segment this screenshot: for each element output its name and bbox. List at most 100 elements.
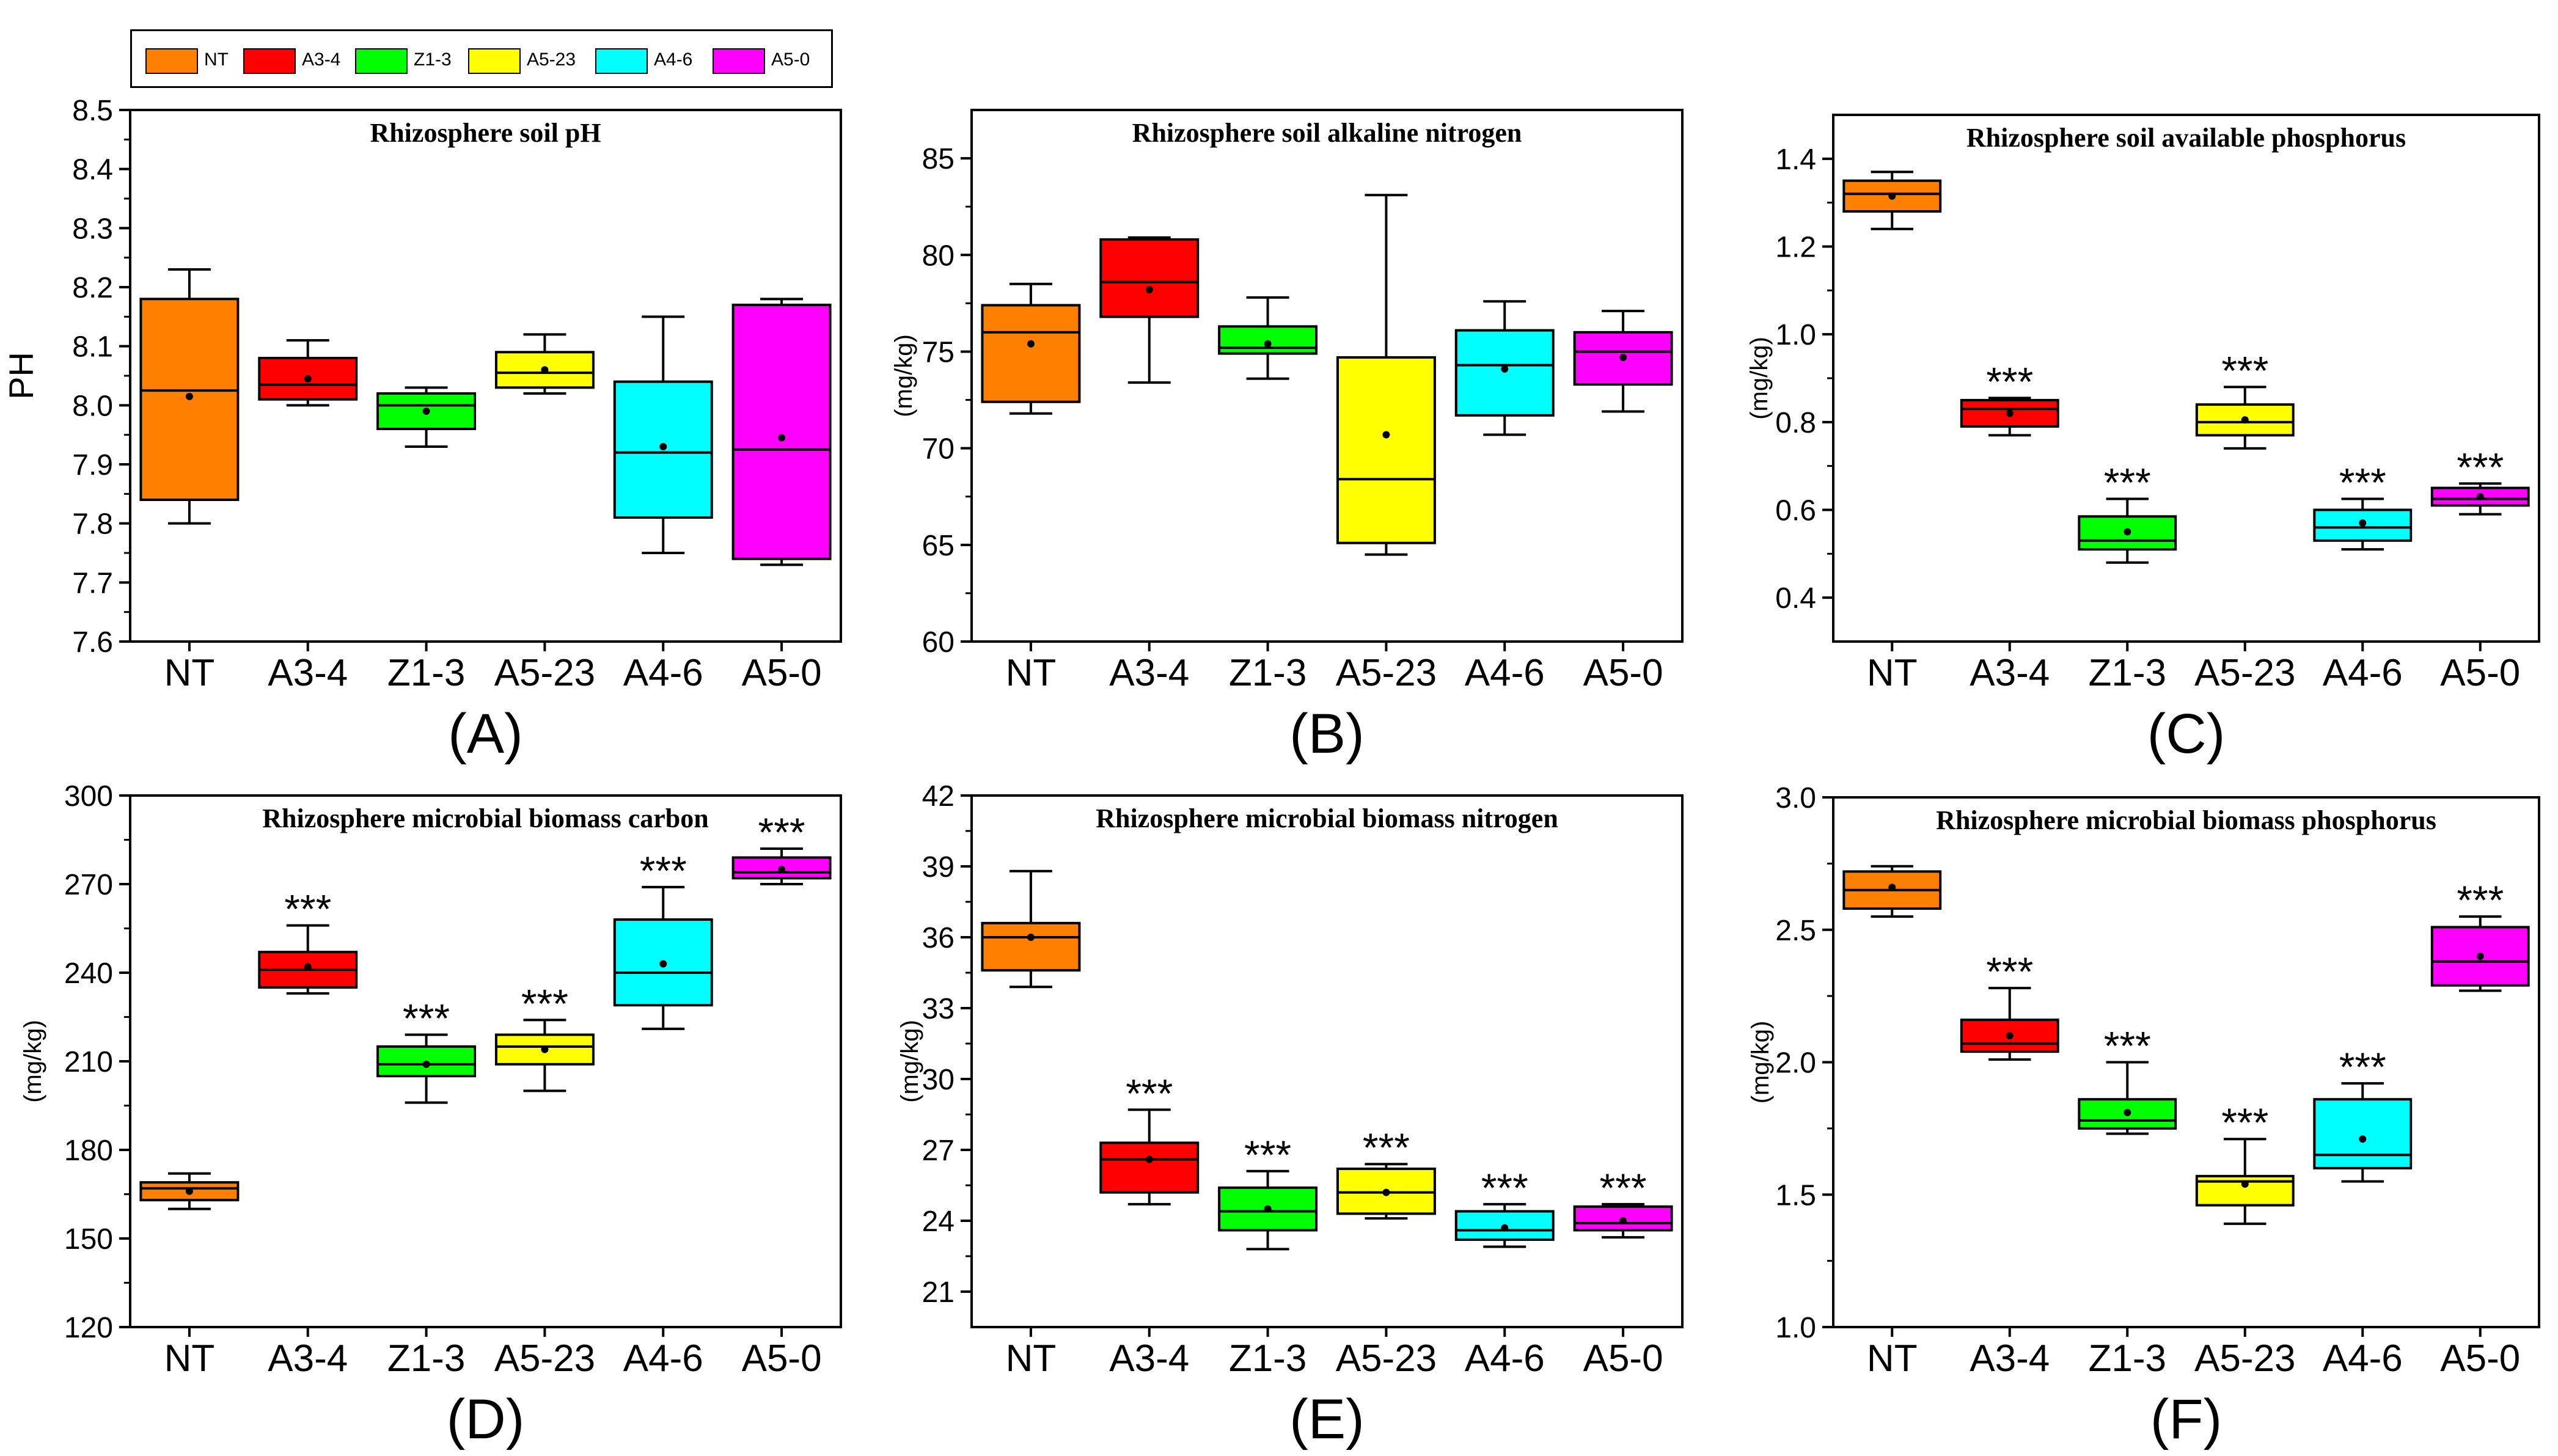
x-tick-label: A3-4 <box>268 652 348 694</box>
x-tick-label: A5-23 <box>1336 1337 1437 1380</box>
significance-label: *** <box>1481 1165 1528 1210</box>
legend-swatch <box>468 48 521 74</box>
significance-label: *** <box>2104 1023 2151 1069</box>
y-tick-label: 21 <box>922 1276 955 1309</box>
box-nt <box>1842 170 1942 230</box>
y-axis-label: (mg/kg) <box>20 1020 46 1103</box>
mean-marker <box>2124 528 2131 536</box>
x-tick-label: A5-0 <box>1583 652 1663 694</box>
mean-marker <box>2359 1135 2367 1143</box>
mean-marker <box>304 963 312 971</box>
y-tick-label: 8.2 <box>72 272 113 304</box>
significance-label: *** <box>521 981 568 1026</box>
panel-e: 21 24 27 30 33 36 39 42 (mg/kg) Rhizosphere micro… <box>896 780 1684 1451</box>
box-iqr <box>2430 486 2530 507</box>
chart-title: Rhizosphere soil alkaline nitrogen <box>1132 118 1522 148</box>
y-tick-label: 1.2 <box>1775 232 1816 264</box>
box-a5-0 <box>1573 310 1673 413</box>
y-tick-label: 8.5 <box>72 95 113 127</box>
x-tick-label: A3-4 <box>1109 1337 1189 1380</box>
box-a5-0 <box>731 298 832 566</box>
x-tick-label: NT <box>164 1337 215 1380</box>
box-a3-4: *** <box>1960 359 2059 437</box>
x-tick-label: A4-6 <box>1465 1337 1545 1380</box>
chart-title: Rhizosphere microbial biomass nitrogen <box>1096 803 1558 833</box>
box-iqr <box>731 304 832 560</box>
x-tick-label: NT <box>1006 1337 1057 1380</box>
box-a5-23 <box>1336 194 1436 556</box>
significance-label: *** <box>403 996 450 1041</box>
legend-swatch <box>145 48 198 74</box>
mean-marker <box>1264 340 1272 348</box>
box-iqr <box>1218 325 1318 355</box>
panel-d: 120 150 180 210 240 270 300 (mg/kg) Rhizosphere … <box>20 780 842 1451</box>
significance-label: *** <box>1986 359 2033 404</box>
box-a5-0: *** <box>2430 877 2530 992</box>
panel-label: (D) <box>447 1388 525 1451</box>
mean-marker <box>1501 365 1509 373</box>
mean-marker <box>2359 519 2367 527</box>
y-tick-label: 33 <box>922 993 955 1025</box>
x-tick-label: A5-23 <box>494 652 595 694</box>
mean-marker <box>1888 883 1896 891</box>
y-tick-label: 1.0 <box>1775 319 1816 351</box>
legend-swatch <box>243 48 296 74</box>
mean-marker <box>1619 1217 1627 1224</box>
panel-label: (C) <box>2147 703 2226 765</box>
x-tick-label: Z1-3 <box>387 1337 465 1380</box>
legend-label: A5-23 <box>527 49 576 70</box>
x-tick-label: A5-23 <box>2194 652 2295 694</box>
legend-label: Z1-3 <box>414 49 452 70</box>
x-tick-label: A3-4 <box>1970 652 2050 694</box>
box-a5-23: *** <box>494 981 595 1092</box>
y-tick-label: 85 <box>922 143 955 175</box>
box-nt <box>981 282 1081 415</box>
y-tick-label: 300 <box>64 780 113 813</box>
box-a5-23 <box>494 333 595 395</box>
x-tick-label: A3-4 <box>1109 652 1189 694</box>
x-tick-label: A5-0 <box>1583 1337 1663 1380</box>
y-tick-label: 8.3 <box>72 213 113 245</box>
y-tick-label: 24 <box>922 1205 955 1238</box>
y-tick-label: 7.7 <box>72 567 113 599</box>
significance-label: *** <box>1600 1165 1647 1210</box>
significance-label: *** <box>640 848 687 893</box>
x-tick-label: A4-6 <box>2323 652 2403 694</box>
mean-marker <box>422 408 430 415</box>
legend-label: A4-6 <box>654 49 693 70</box>
significance-label: *** <box>2221 348 2268 393</box>
y-axis-label: (mg/kg) <box>890 334 917 417</box>
mean-marker <box>541 1045 549 1053</box>
legend: NT A3-4 Z1-3 A5-23 A4-6 A5-0 <box>130 29 833 88</box>
y-tick-label: 70 <box>922 433 955 466</box>
y-tick-label: 2.0 <box>1775 1047 1816 1080</box>
y-axis-label: (mg/kg) <box>1746 337 1773 420</box>
legend-swatch <box>355 48 408 74</box>
panel-c: 0.4 0.6 0.8 1.0 1.2 1.4 (mg/kg) Rhizosphere soi… <box>1746 114 2540 765</box>
mean-marker <box>541 366 549 374</box>
y-tick-label: 80 <box>922 240 955 272</box>
legend-label: NT <box>204 49 229 70</box>
box-a5-0: *** <box>1573 1165 1673 1239</box>
box-a4-6: *** <box>2313 460 2413 551</box>
panel-f: 1.0 1.5 2.0 2.5 3.0 (mg/kg) Rhizosphere microb… <box>1747 782 2540 1451</box>
x-tick-label: A4-6 <box>623 1337 703 1380</box>
y-tick-label: 1.4 <box>1775 144 1816 176</box>
mean-marker <box>1382 431 1390 439</box>
y-tick-label: 27 <box>922 1135 955 1167</box>
panel-label: (A) <box>448 703 523 765</box>
box-nt <box>981 869 1081 989</box>
significance-label: *** <box>2457 444 2504 489</box>
mean-marker <box>1027 340 1035 348</box>
mean-marker <box>778 865 786 873</box>
legend-label: A5-0 <box>771 49 810 70</box>
y-tick-label: 42 <box>922 780 955 813</box>
box-a5-23: *** <box>2195 348 2295 450</box>
y-tick-label: 240 <box>64 957 113 990</box>
box-a3-4 <box>1099 236 1200 384</box>
box-z1-3: *** <box>376 996 477 1104</box>
significance-label: *** <box>1986 949 2033 994</box>
mean-marker <box>1501 1224 1509 1232</box>
box-a4-6 <box>613 315 713 554</box>
y-tick-label: 150 <box>64 1223 113 1256</box>
